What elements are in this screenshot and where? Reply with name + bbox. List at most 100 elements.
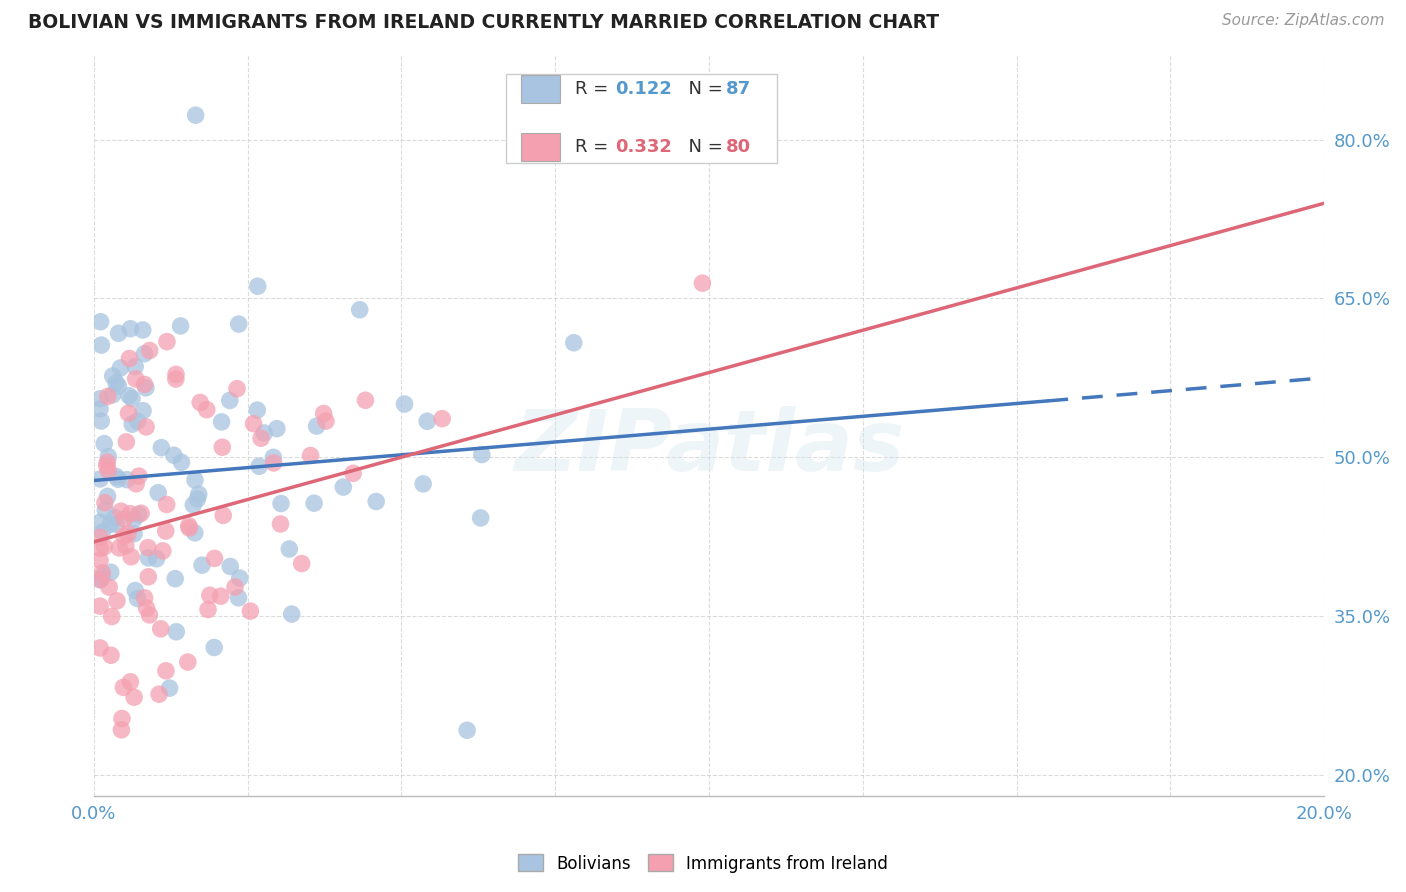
Point [188,395,211,409]
Point [145,551,167,566]
Point [89,573,111,587]
Point [181,498,204,512]
Point [148,687,170,701]
Point [107,379,129,393]
Point [156,334,179,349]
Point [89,401,111,416]
Point [94,496,117,510]
Point [97,389,120,403]
Text: R =: R = [575,138,614,156]
Point [132,323,155,337]
Point [253,425,276,440]
Point [89,599,111,613]
Point [332,480,354,494]
Point [159,681,181,695]
Point [366,494,388,508]
Point [136,541,159,555]
FancyBboxPatch shape [520,75,560,103]
Point [278,541,301,556]
Point [197,602,219,616]
Point [98,580,121,594]
Point [156,498,179,512]
Point [266,422,288,436]
Point [117,406,139,420]
Point [246,403,269,417]
Point [204,551,226,566]
Point [89,573,111,587]
Point [146,485,169,500]
Point [224,580,246,594]
Point [120,549,142,564]
Point [115,539,138,553]
Text: BOLIVIAN VS IMMIGRANTS FROM IRELAND CURRENTLY MARRIED CORRELATION CHART: BOLIVIAN VS IMMIGRANTS FROM IRELAND CURR… [28,13,939,32]
Text: N =: N = [678,138,728,156]
Text: ZIPatlas: ZIPatlas [515,406,904,489]
Y-axis label: Currently Married: Currently Married [0,352,8,499]
FancyBboxPatch shape [506,74,776,162]
Point [247,459,270,474]
Point [692,276,714,290]
Point [152,544,174,558]
Point [118,351,141,366]
Point [150,441,173,455]
Point [228,317,250,331]
Point [280,607,302,621]
Point [202,640,225,655]
Point [100,566,122,580]
Text: 0.332: 0.332 [616,138,672,156]
Point [270,496,292,510]
Point [93,540,115,554]
Point [165,372,187,386]
Point [219,559,242,574]
Point [187,487,209,501]
Point [179,521,201,535]
Point [471,448,494,462]
Point [112,681,135,695]
Point [138,570,160,584]
Point [562,335,585,350]
Point [124,359,146,374]
Point [94,503,117,517]
Point [91,566,114,580]
Point [470,511,492,525]
Point [105,469,128,483]
Point [111,711,134,725]
Point [89,541,111,556]
Point [125,372,148,386]
Point [124,583,146,598]
Point [212,508,235,523]
Point [239,604,262,618]
Text: 0.122: 0.122 [616,80,672,98]
Point [105,376,128,390]
Point [112,529,135,543]
Point [91,569,114,583]
Point [121,417,143,432]
Point [184,525,207,540]
Point [246,279,269,293]
Point [211,440,233,454]
Point [101,388,124,402]
Point [416,414,439,428]
Point [110,504,132,518]
Legend: Bolivians, Immigrants from Ireland: Bolivians, Immigrants from Ireland [512,847,894,880]
Point [198,588,221,602]
Point [342,467,364,481]
Point [263,456,285,470]
Point [107,326,129,341]
Point [211,415,233,429]
Point [112,512,135,526]
Point [89,392,111,406]
Point [349,302,371,317]
Point [209,589,232,603]
Point [120,322,142,336]
Point [218,393,240,408]
Point [96,455,118,469]
Point [128,469,150,483]
Point [242,417,264,431]
Point [394,397,416,411]
Text: N =: N = [678,80,728,98]
Point [122,512,145,526]
Text: Source: ZipAtlas.com: Source: ZipAtlas.com [1222,13,1385,29]
Point [165,624,187,639]
Point [127,591,149,606]
